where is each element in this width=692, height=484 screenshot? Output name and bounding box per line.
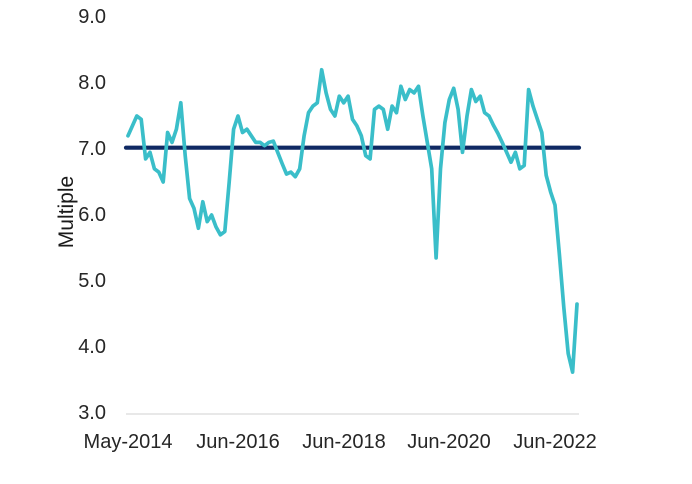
y-tick-label: 8.0 [78,72,106,94]
y-tick-label: 5.0 [78,270,106,292]
x-tick-label: Jun-2018 [302,431,386,453]
x-tick-label: Jun-2016 [196,431,280,453]
x-tick-label: Jun-2022 [513,431,597,453]
y-tick-label: 3.0 [78,402,106,424]
y-tick-label: 4.0 [78,336,106,358]
multiple-series-line [126,67,579,374]
x-tick-label: May-2014 [83,431,173,453]
y-tick-label: 7.0 [78,138,106,160]
y-tick-label: 9.0 [78,6,106,28]
y-tick-label: 6.0 [78,204,106,226]
x-tick-label: Jun-2020 [407,431,491,453]
